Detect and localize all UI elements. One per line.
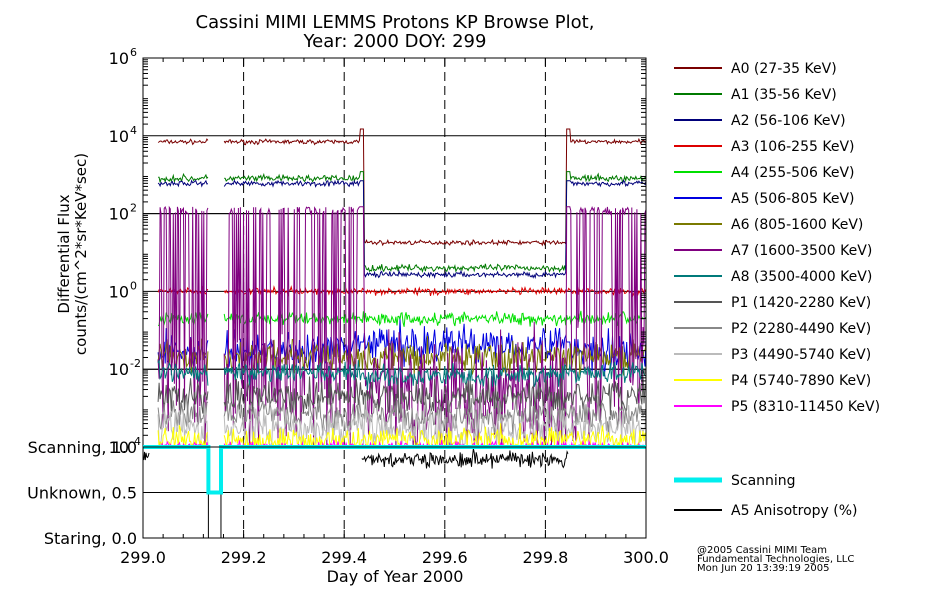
legend-label: A0 (27-35 KeV): [731, 61, 837, 77]
flux-ytick-exponent: 0: [130, 279, 137, 292]
credit-block: @2005 Cassini MIMI Team Fundamental Tech…: [697, 545, 855, 574]
flux-series-a1: [158, 171, 647, 274]
flux-ytick-exponent: 2: [130, 202, 137, 215]
flux-ylabel-line1: Differential Flux: [55, 194, 73, 313]
flux-series-a4: [157, 310, 647, 327]
legend-label: A4 (255-506 KeV): [731, 165, 854, 181]
scanning-series: [143, 445, 646, 495]
x-tick-label: 299.4: [321, 548, 367, 567]
legend-label: P4 (5740-7890 KeV): [731, 373, 871, 389]
flux-ytick-label: 10: [109, 127, 129, 146]
legend-label: Scanning: [731, 473, 796, 489]
x-tick-label: 299.6: [422, 548, 468, 567]
scan-ytick-label: Scanning, 1.0: [28, 438, 137, 457]
flux-ytick-label: 10: [109, 438, 129, 457]
legend-label: A5 Anisotropy (%): [731, 503, 858, 519]
legend-label: A3 (106-255 KeV): [731, 139, 854, 155]
scan-ytick-label: Staring, 0.0: [44, 529, 137, 548]
flux-ytick-label: 10: [109, 205, 129, 224]
flux-series-a2: [157, 179, 647, 279]
legend-label: P1 (1420-2280 KeV): [731, 295, 871, 311]
flux-ytick-exponent: -2: [130, 357, 141, 370]
flux-ytick-exponent: -4: [130, 435, 141, 448]
x-axis-label: Day of Year 2000: [327, 567, 464, 586]
credit-company: Fundamental Technologies, LLC: [697, 554, 855, 565]
legend-label: A1 (35-56 KeV): [731, 87, 837, 103]
legend-label: P5 (8310-11450 KeV): [731, 399, 880, 415]
legend-label: P3 (4490-5740 KeV): [731, 347, 871, 363]
credit-copyright: @2005 Cassini MIMI Team: [697, 545, 827, 556]
flux-ytick-label: 10: [109, 282, 129, 301]
anisotropy-series: [361, 448, 569, 469]
legend-label: P2 (2280-4490 KeV): [731, 321, 871, 337]
legend-label: A8 (3500-4000 KeV): [731, 269, 872, 285]
x-tick-label: 299.2: [221, 548, 267, 567]
flux-ytick-label: 10: [109, 360, 129, 379]
flux-series-p1: [157, 376, 647, 416]
legend: A0 (27-35 KeV) A1 (35-56 KeV) A2 (56-106 K…: [674, 61, 880, 519]
plot-title-line2: Year: 2000 DOY: 299: [303, 31, 487, 52]
x-tick-label: 299.8: [522, 548, 568, 567]
plot-title-line1: Cassini MIMI LEMMS Protons KP Browse Plo…: [196, 12, 595, 33]
flux-ytick-exponent: 4: [130, 124, 137, 137]
scan-frame: [142, 446, 647, 539]
credit-timestamp: Mon Jun 20 13:39:19 2005: [697, 563, 830, 574]
legend-label: A2 (56-106 KeV): [731, 113, 846, 129]
x-tick-label: 299.0: [120, 548, 166, 567]
legend-label: A7 (1600-3500 KeV): [731, 243, 872, 259]
flux-ytick-label: 10: [109, 49, 129, 68]
scan-ytick-label: Unknown, 0.5: [27, 484, 137, 503]
flux-series-a0: [157, 128, 647, 247]
flux-ytick-exponent: 6: [130, 46, 137, 59]
flux-ylabel-line2: counts/(cm^2*sr*KeV*sec): [72, 153, 90, 355]
x-tick-label: 300.0: [623, 548, 669, 567]
flux-series-a8: [157, 360, 646, 390]
legend-label: A6 (805-1600 KeV): [731, 217, 863, 233]
legend-label: A5 (506-805 KeV): [731, 191, 854, 207]
anisotropy-series: [142, 451, 150, 461]
